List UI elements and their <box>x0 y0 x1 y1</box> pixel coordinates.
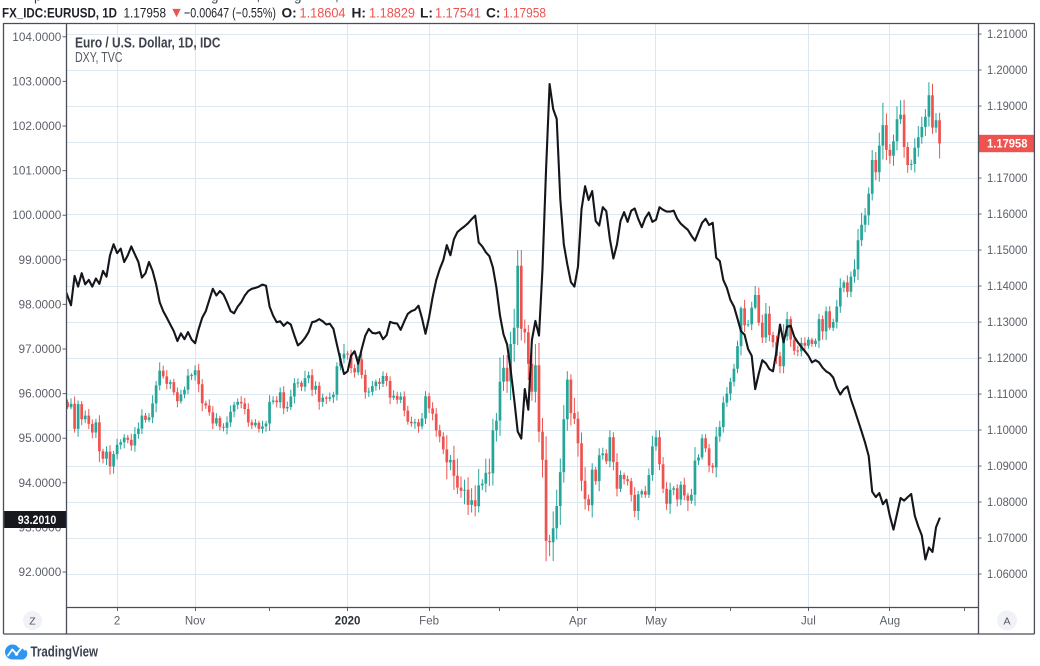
svg-text:1.11000: 1.11000 <box>987 389 1028 401</box>
svg-text:2: 2 <box>114 616 120 628</box>
svg-text:99.0000: 99.0000 <box>19 255 62 267</box>
svg-text:1.20000: 1.20000 <box>987 65 1028 77</box>
svg-text:O:: O: <box>282 6 297 21</box>
svg-text:1.17541: 1.17541 <box>435 6 481 21</box>
svg-text:1.21000: 1.21000 <box>987 29 1028 41</box>
svg-text:Feb: Feb <box>419 616 439 628</box>
svg-text:1.17958: 1.17958 <box>124 6 167 21</box>
svg-text:1.17000: 1.17000 <box>987 173 1028 185</box>
svg-text:Jul: Jul <box>801 616 816 628</box>
svg-text:H:: H: <box>352 6 366 21</box>
svg-text:1.13000: 1.13000 <box>987 317 1028 329</box>
svg-text:1.08000: 1.08000 <box>987 497 1028 509</box>
svg-text:Nov: Nov <box>185 616 206 628</box>
svg-text:g: g <box>294 0 301 4</box>
svg-text:1.09000: 1.09000 <box>987 461 1028 473</box>
svg-text:−0.00647 (−0.55%): −0.00647 (−0.55%) <box>184 6 276 21</box>
svg-text:▼: ▼ <box>170 5 184 21</box>
svg-text:Euro / U.S. Dollar, 1D, IDC: Euro / U.S. Dollar, 1D, IDC <box>75 36 221 52</box>
svg-text:DXY, TVC: DXY, TVC <box>75 50 123 66</box>
svg-text:92.0000: 92.0000 <box>19 567 62 579</box>
svg-text:FX_IDC:EURUSD, 1D: FX_IDC:EURUSD, 1D <box>2 6 117 21</box>
svg-text:1.12000: 1.12000 <box>987 353 1028 365</box>
svg-text:1.19000: 1.19000 <box>987 101 1028 113</box>
svg-text:1.15000: 1.15000 <box>987 245 1028 257</box>
svg-text:1.18829: 1.18829 <box>369 6 415 21</box>
svg-text:96.0000: 96.0000 <box>19 389 62 401</box>
svg-text:102.0000: 102.0000 <box>12 121 61 133</box>
svg-text:100.0000: 100.0000 <box>12 210 61 222</box>
svg-text:1.14000: 1.14000 <box>987 281 1028 293</box>
svg-text:98.0000: 98.0000 <box>19 299 62 311</box>
svg-text:A: A <box>1003 616 1010 628</box>
svg-text:97.0000: 97.0000 <box>19 344 62 356</box>
svg-text:1.16000: 1.16000 <box>987 209 1028 221</box>
svg-text:95.0000: 95.0000 <box>19 433 62 445</box>
svg-text:1.10000: 1.10000 <box>987 425 1028 437</box>
svg-text:Aug: Aug <box>880 616 900 628</box>
svg-text:C:: C: <box>486 6 500 21</box>
svg-text:May: May <box>645 616 667 628</box>
svg-text:2020: 2020 <box>335 616 361 628</box>
svg-text:Apr: Apr <box>569 616 587 628</box>
svg-text:1.06000: 1.06000 <box>987 569 1028 581</box>
svg-text:1.17958: 1.17958 <box>987 139 1028 151</box>
svg-text:101.0000: 101.0000 <box>12 166 61 178</box>
svg-text:,: , <box>335 0 339 4</box>
svg-text:L:: L: <box>420 6 433 21</box>
svg-text:103.0000: 103.0000 <box>12 76 61 88</box>
svg-text:Z: Z <box>29 616 36 628</box>
svg-text:TradingView: TradingView <box>31 644 99 660</box>
svg-text:,: , <box>257 0 261 4</box>
svg-text:1.07000: 1.07000 <box>987 533 1028 545</box>
svg-text:93.2010: 93.2010 <box>18 515 57 527</box>
svg-text:94.0000: 94.0000 <box>19 478 62 490</box>
svg-text:1.17958: 1.17958 <box>503 6 546 21</box>
svg-text:g: g <box>211 0 218 4</box>
svg-text:p: p <box>34 0 41 4</box>
svg-text:1.18604: 1.18604 <box>300 6 346 21</box>
svg-text:104.0000: 104.0000 <box>12 32 61 44</box>
